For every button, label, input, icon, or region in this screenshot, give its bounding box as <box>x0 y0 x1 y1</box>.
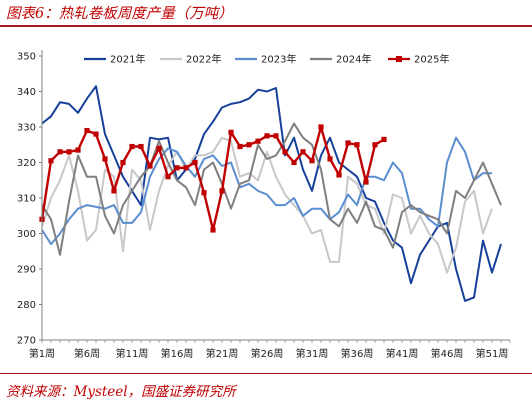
series-point <box>201 190 207 196</box>
series-point <box>273 133 279 139</box>
y-tick-label: 330 <box>17 123 36 134</box>
series-point <box>345 140 351 146</box>
source-note: 资料来源：Mysteel，国盛证券研究所 <box>6 384 236 400</box>
x-tick-label: 第46周 <box>431 347 464 360</box>
y-tick-label: 270 <box>17 336 36 347</box>
series-point <box>93 131 99 137</box>
series-point <box>291 159 297 166</box>
series-point <box>66 149 72 155</box>
series-point <box>327 156 333 162</box>
x-tick-label: 第36周 <box>341 347 374 360</box>
series-point <box>381 136 387 143</box>
x-tick-label: 第26周 <box>251 347 284 360</box>
x-tick-label: 第1周 <box>29 347 55 360</box>
legend: 2021年 2022年 2023年 2024年 2025年 <box>84 53 449 66</box>
x-tick-label: 第31周 <box>296 347 329 360</box>
axes: 270 280 290 300 310 320 330 340 350 第1周 第6周 第11周 第16… <box>17 50 511 360</box>
legend-label: 2022年 <box>186 53 221 66</box>
series-point <box>237 143 243 150</box>
series-point <box>138 143 144 150</box>
series-point <box>300 149 306 155</box>
series-point <box>363 179 369 185</box>
y-tick-label: 300 <box>17 229 36 240</box>
legend-label: 2025年 <box>414 53 449 66</box>
series-line-4 <box>41 122 502 256</box>
series-point <box>165 174 171 180</box>
series-point <box>282 149 288 155</box>
series-line-1 <box>41 85 502 302</box>
series-point <box>75 147 81 153</box>
legend-label: 2023年 <box>261 53 296 66</box>
series-point <box>246 142 252 148</box>
series-point <box>102 156 108 162</box>
legend-marker <box>396 56 402 62</box>
series-point <box>309 158 315 164</box>
x-tick-label: 第41周 <box>386 347 419 360</box>
y-tick-label: 310 <box>17 194 36 205</box>
chart-title: 图表6：热轧卷板周度产量（万吨） <box>6 6 233 22</box>
x-tick-label: 第21周 <box>206 347 239 360</box>
series-layer <box>39 85 502 302</box>
series-point <box>129 143 135 150</box>
series-point <box>318 124 324 130</box>
series-point <box>336 172 342 178</box>
series-point <box>84 127 90 134</box>
series-point <box>156 145 162 151</box>
chart-svg: 2021年 2022年 2023年 2024年 2025年 270 280 290 300 31… <box>17 50 511 360</box>
series-point <box>192 159 198 166</box>
y-tick-label: 350 <box>17 52 36 63</box>
footer-rule <box>0 373 532 374</box>
y-tick-label: 280 <box>17 300 36 311</box>
series-point <box>264 133 270 139</box>
y-tick-label: 290 <box>17 265 36 276</box>
series-line-2 <box>41 136 493 274</box>
x-tick-label: 第11周 <box>116 347 149 360</box>
header-rule <box>0 25 532 27</box>
series-point <box>120 159 126 166</box>
series-point <box>111 188 117 194</box>
series-point <box>210 227 216 233</box>
series-point <box>174 165 180 171</box>
series-point <box>228 129 234 135</box>
y-tick-label: 340 <box>17 87 36 98</box>
series-point <box>147 163 153 169</box>
y-tick-label: 320 <box>17 158 36 169</box>
x-tick-label: 第6周 <box>74 347 100 360</box>
legend-label: 2024年 <box>336 53 371 66</box>
series-point <box>255 138 261 144</box>
series-point <box>219 188 225 194</box>
series-point <box>48 158 54 164</box>
series-point <box>183 165 189 171</box>
series-point <box>354 142 360 148</box>
legend-label: 2021年 <box>110 53 145 66</box>
series-point <box>57 149 63 155</box>
x-tick-label: 第51周 <box>476 347 509 360</box>
x-tick-label: 第16周 <box>161 347 194 360</box>
series-point <box>372 142 378 148</box>
